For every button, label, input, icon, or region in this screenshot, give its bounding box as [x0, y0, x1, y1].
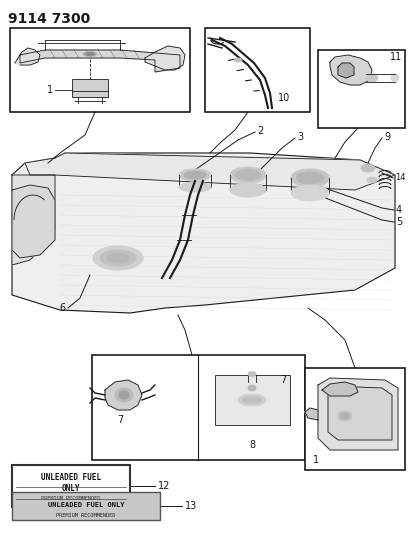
Text: 13: 13 [185, 501, 197, 511]
Ellipse shape [338, 411, 352, 421]
Text: 1: 1 [313, 455, 319, 465]
Polygon shape [105, 380, 142, 410]
Ellipse shape [238, 394, 266, 406]
Ellipse shape [361, 164, 375, 172]
Bar [12, 492, 160, 520]
Bar [72, 79, 108, 97]
Text: 3: 3 [297, 132, 303, 142]
Text: ONLY: ONLY [62, 484, 80, 493]
Bar [318, 50, 405, 128]
Polygon shape [145, 46, 185, 70]
Ellipse shape [248, 385, 256, 391]
Ellipse shape [366, 74, 378, 82]
Polygon shape [305, 408, 318, 420]
Ellipse shape [234, 58, 242, 62]
Ellipse shape [83, 52, 97, 56]
Bar [10, 28, 190, 112]
Text: 9: 9 [384, 132, 390, 142]
Text: PREMIUM RECOMMENDED: PREMIUM RECOMMENDED [56, 513, 115, 518]
Text: UNLEADED FUEL: UNLEADED FUEL [41, 473, 101, 482]
Ellipse shape [367, 177, 377, 183]
Polygon shape [338, 63, 354, 78]
Polygon shape [12, 175, 55, 265]
Bar [12, 465, 130, 507]
Bar [215, 375, 290, 425]
Bar [305, 368, 405, 470]
Text: 9114 7300: 9114 7300 [8, 12, 90, 26]
Polygon shape [322, 382, 358, 396]
Text: 8: 8 [249, 440, 255, 450]
Polygon shape [15, 48, 40, 65]
Ellipse shape [179, 182, 211, 192]
Text: 6: 6 [59, 303, 65, 313]
Ellipse shape [248, 372, 256, 376]
Text: 7: 7 [280, 375, 286, 385]
Text: 1: 1 [47, 85, 53, 95]
Ellipse shape [179, 169, 211, 181]
Ellipse shape [296, 172, 324, 184]
Text: PREMIUM RECOMMENDED: PREMIUM RECOMMENDED [42, 496, 101, 501]
Bar [92, 355, 305, 460]
Text: 12: 12 [158, 481, 171, 491]
Ellipse shape [230, 183, 266, 197]
Text: 11: 11 [390, 52, 402, 62]
Ellipse shape [115, 388, 133, 402]
Text: 5: 5 [396, 217, 402, 227]
Polygon shape [20, 50, 180, 72]
Ellipse shape [100, 250, 136, 266]
Text: 10: 10 [278, 93, 290, 103]
Text: UNLEADED FUEL ONLY: UNLEADED FUEL ONLY [48, 502, 124, 508]
Polygon shape [330, 55, 372, 85]
Ellipse shape [341, 413, 349, 419]
Polygon shape [12, 153, 395, 313]
Ellipse shape [107, 253, 129, 263]
Polygon shape [12, 185, 55, 258]
Ellipse shape [391, 74, 399, 82]
Ellipse shape [184, 171, 206, 179]
Text: 4: 4 [396, 205, 402, 215]
Ellipse shape [119, 391, 129, 399]
Ellipse shape [291, 185, 329, 201]
Ellipse shape [243, 396, 261, 404]
Polygon shape [318, 378, 398, 450]
Ellipse shape [230, 167, 266, 183]
Bar [205, 28, 310, 112]
Ellipse shape [291, 169, 329, 187]
Text: 2: 2 [257, 126, 263, 136]
Polygon shape [328, 386, 392, 440]
Polygon shape [25, 153, 395, 190]
Ellipse shape [85, 52, 95, 55]
Text: 14: 14 [395, 173, 406, 182]
Ellipse shape [235, 169, 261, 181]
Text: 7: 7 [117, 415, 123, 425]
Ellipse shape [93, 246, 143, 270]
